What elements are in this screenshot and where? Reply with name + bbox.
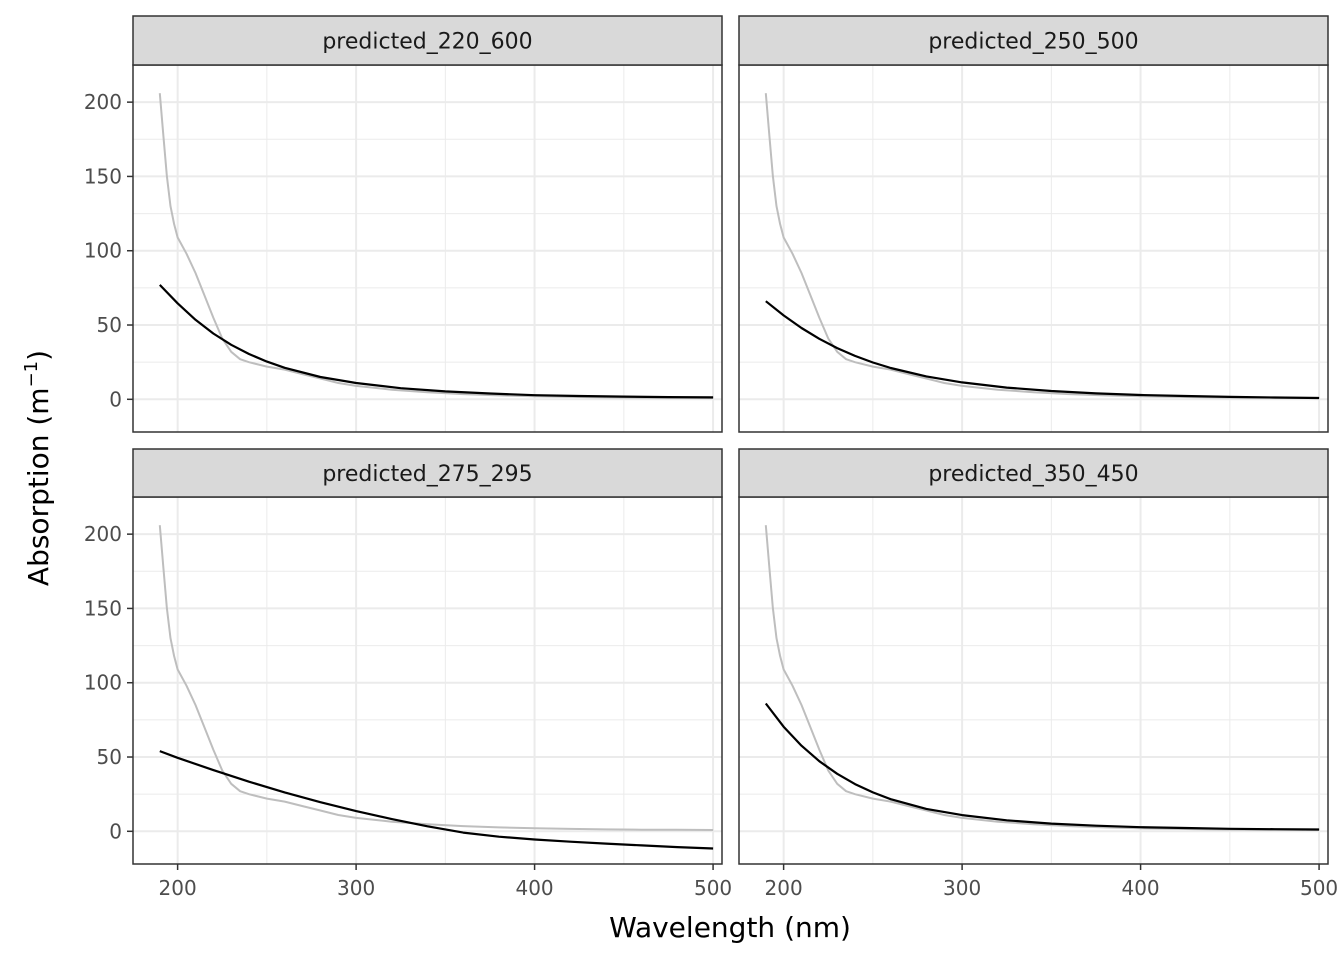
x-tick-label: 400 (1121, 876, 1159, 900)
x-tick-label: 200 (159, 876, 197, 900)
facet-panel: predicted_250_500 (738, 15, 1329, 433)
y-tick-label: 50 (97, 313, 122, 337)
predicted-line (765, 300, 1320, 400)
panel-background (133, 65, 722, 432)
y-axis-title: Absorption (m−1) (21, 350, 55, 586)
y-tick-label: 100 (84, 671, 122, 695)
y-tick-label: 150 (84, 596, 122, 620)
y-tick-label: 200 (84, 90, 122, 114)
facet-strip (738, 448, 1329, 498)
y-tick-label: 100 (84, 239, 122, 263)
x-tick-label: 500 (1300, 876, 1338, 900)
x-axis-title: Wavelength (nm) (609, 911, 851, 944)
facet-strip-label: predicted_220_600 (322, 30, 532, 55)
observed-line (764, 93, 1320, 399)
x-tick-label: 400 (515, 876, 553, 900)
x-tick-label: 300 (943, 876, 981, 900)
facet-strip-label: predicted_350_450 (928, 462, 1138, 487)
panel-background (739, 65, 1328, 432)
panel-background (739, 497, 1328, 864)
x-tick-label: 500 (694, 876, 732, 900)
panels-layer: predicted_220_600050100150200predicted_2… (84, 15, 1338, 900)
panel-background (133, 497, 722, 864)
y-axis-title-main: Absorption (m (22, 387, 55, 586)
facet-panel: predicted_350_450 200 300 400 500 (738, 448, 1338, 900)
facet-strip-label: predicted_250_500 (928, 30, 1138, 55)
y-tick-label: 50 (97, 745, 122, 769)
facet-panel: predicted_220_600 0 50 100 150 200 (84, 15, 723, 433)
y-axis-title-superscript: −1 (21, 361, 42, 388)
observed-line (158, 525, 714, 831)
y-tick-label: 0 (109, 387, 122, 411)
facet-strip-label: predicted_275_295 (322, 462, 532, 487)
facet-strip (132, 15, 723, 66)
facet-strip (132, 448, 723, 498)
predicted-line (159, 750, 714, 850)
y-tick-label: 150 (84, 164, 122, 188)
y-axis-title-close: ) (22, 350, 55, 361)
facet-panel: predicted_275_295 0 50 100 150 200 200 300 400 50… (84, 448, 732, 900)
predicted-line (159, 284, 714, 399)
y-tick-label: 0 (109, 819, 122, 843)
x-tick-label: 200 (765, 876, 803, 900)
facet-strip (738, 15, 1329, 66)
x-tick-label: 300 (337, 876, 375, 900)
predicted-line (764, 702, 1320, 831)
y-tick-label: 200 (84, 522, 122, 546)
